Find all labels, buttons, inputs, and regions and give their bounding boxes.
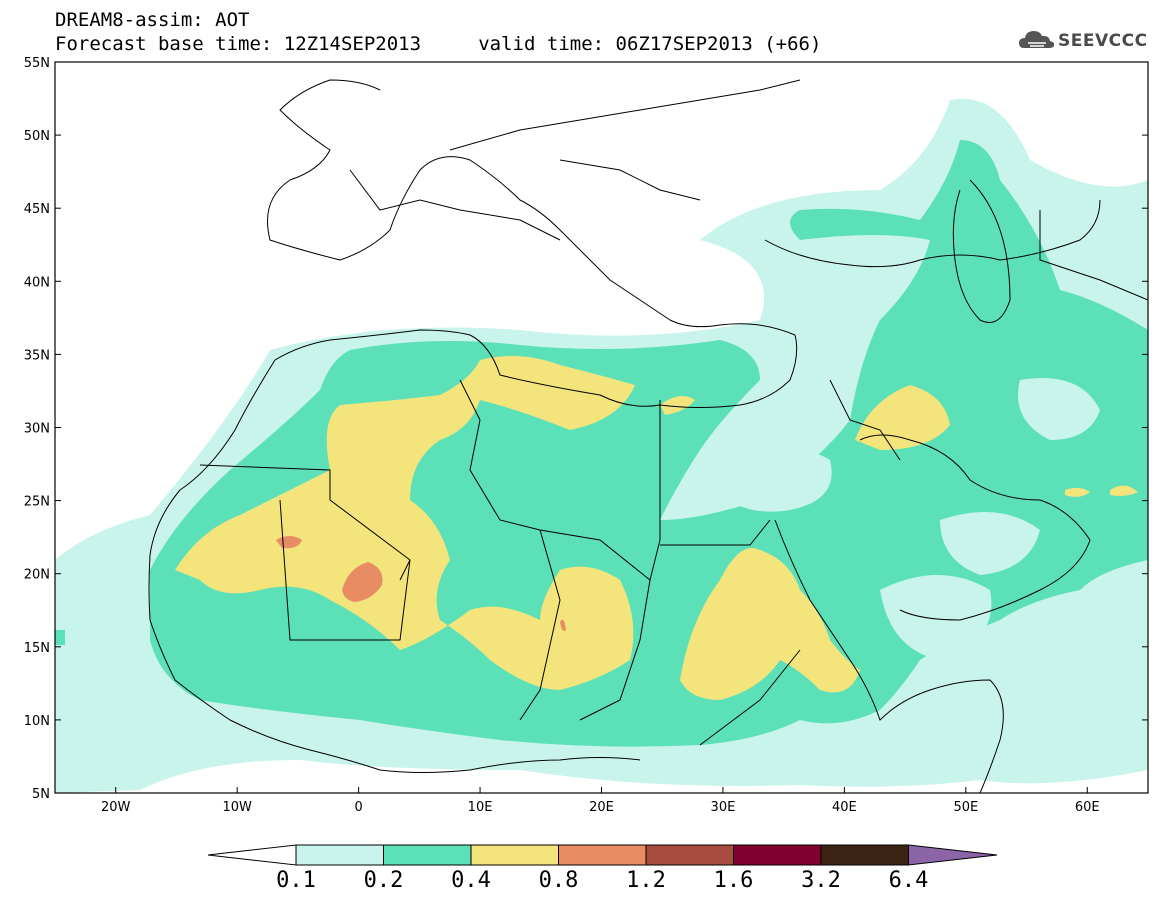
lon-tick-label: 30E <box>711 800 736 815</box>
coastlines <box>148 79 1148 793</box>
colorbar-segment <box>295 844 384 866</box>
colorbar-label: 6.4 <box>888 868 929 893</box>
colorbar-segment <box>645 844 734 866</box>
lat-tick-label: 50N <box>24 129 50 144</box>
colorbar-label: 1.6 <box>713 868 754 893</box>
lat-tick-label: 40N <box>24 275 50 290</box>
lat-tick-label: 30N <box>24 422 50 437</box>
colorbar-segment <box>733 844 822 866</box>
lat-tick-label: 25N <box>24 495 50 510</box>
colorbar-label: 0.1 <box>276 868 316 893</box>
lon-tick-label: 20W <box>101 800 131 815</box>
lon-tick-label: 10E <box>468 800 493 815</box>
latitude-axis: 5N 10N 15N 20N 25N 30N 35N 40N 45N 50N 55N <box>24 56 1148 802</box>
forecast-times: Forecast base time: 12Z14SEP2013 valid t… <box>55 33 822 55</box>
colorbar-label: 1.2 <box>626 868 666 893</box>
colorbar-segment <box>558 844 647 866</box>
lat-tick-label: 20N <box>24 568 50 583</box>
lat-tick-label: 55N <box>24 56 50 71</box>
colorbar <box>207 844 998 866</box>
colorbar-upper-arrow <box>908 844 998 866</box>
cloud-logo-icon <box>1019 31 1055 48</box>
chart-title: DREAM8-assim: AOT <box>55 9 250 31</box>
colorbar-label: 0.4 <box>451 868 491 893</box>
colorbar-segment <box>470 844 559 866</box>
lat-tick-label: 5N <box>32 787 50 802</box>
lat-tick-label: 10N <box>24 714 50 729</box>
aot-contour-0.4-0.8 <box>175 356 1138 700</box>
lat-tick-label: 45N <box>24 202 50 217</box>
longitude-axis: 20W 10W 0 10E 20E 30E 40E 50E 60E <box>101 787 1100 815</box>
aot-contour-holes <box>700 378 1100 660</box>
colorbar-label: 3.2 <box>801 868 841 893</box>
colorbar-label: 0.8 <box>538 868 579 893</box>
lon-tick-label: 60E <box>1075 800 1100 815</box>
lon-tick-label: 50E <box>953 800 978 815</box>
colorbar-segment <box>383 844 472 866</box>
colorbar-segment <box>820 844 909 866</box>
logo-text: SEEVCCC <box>1058 31 1148 51</box>
colorbar-label: 0.2 <box>363 868 404 893</box>
colorbar-lower-arrow <box>207 844 297 866</box>
lon-tick-label: 10W <box>222 800 252 815</box>
lon-tick-label: 20E <box>589 800 614 815</box>
lon-tick-label: 40E <box>832 800 857 815</box>
lon-tick-label: 0 <box>354 800 362 815</box>
lat-tick-label: 15N <box>24 641 50 656</box>
lat-tick-label: 35N <box>24 348 50 363</box>
